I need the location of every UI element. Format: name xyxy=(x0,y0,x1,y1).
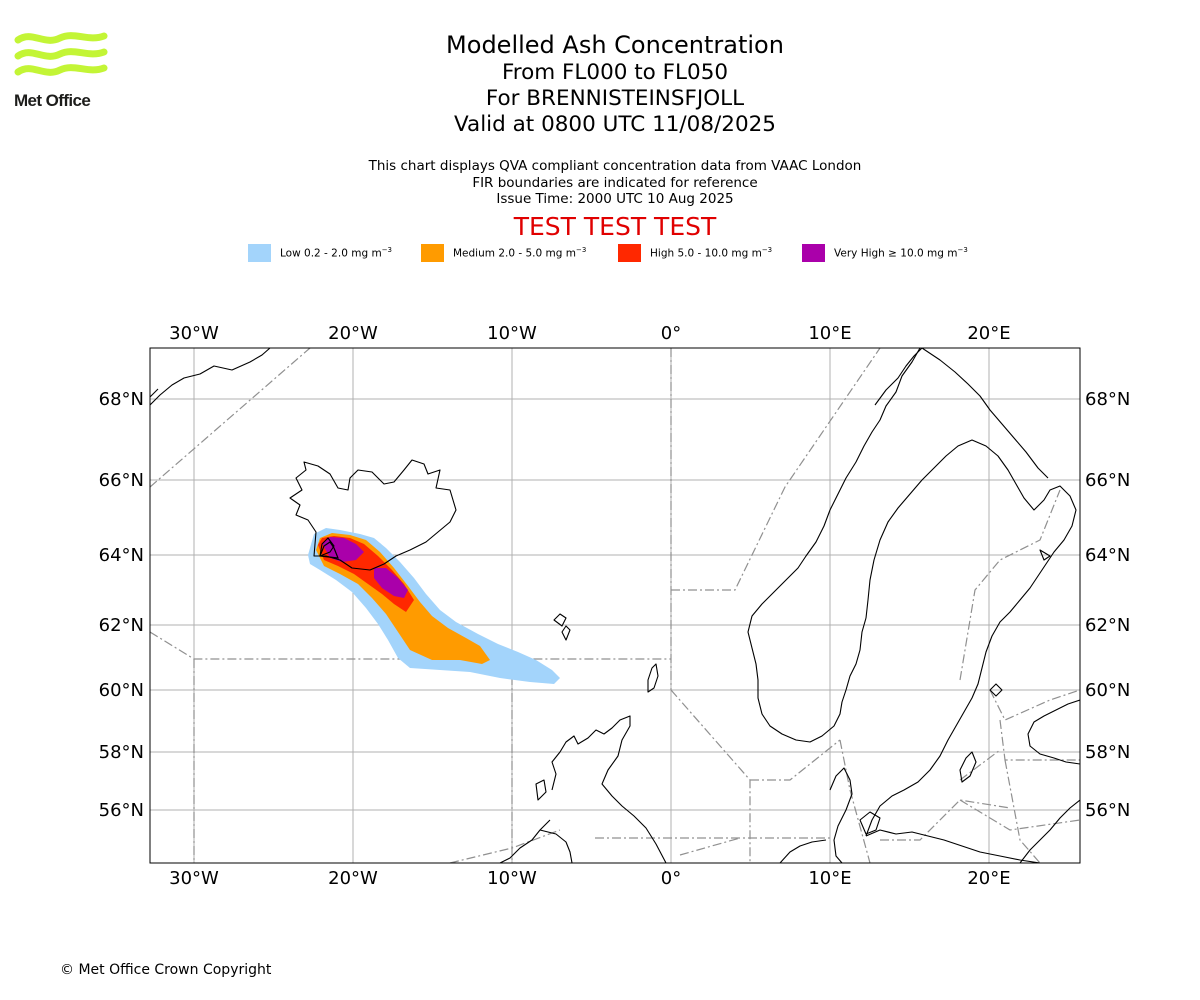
graticule xyxy=(150,348,1080,863)
legend-swatch-low xyxy=(248,244,271,262)
legend-swatch-very-high xyxy=(802,244,825,262)
lon-tick-bottom: 30°W xyxy=(169,868,219,889)
logo-text: Met Office xyxy=(14,91,91,110)
legend: Low 0.2 - 2.0 mg m−3 Medium 2.0 - 5.0 mg… xyxy=(0,244,1200,264)
lon-tick-top: 10°W xyxy=(487,323,537,344)
legend-item-low: Low 0.2 - 2.0 mg m−3 xyxy=(248,244,392,262)
unit-exponent: −3 xyxy=(381,246,393,255)
legend-swatch-medium xyxy=(421,244,444,262)
lat-tick-right: 68°N xyxy=(1085,389,1130,410)
note-qva: This chart displays QVA compliant concen… xyxy=(368,158,862,174)
fir-boundaries xyxy=(150,348,1080,863)
lat-tick-left: 62°N xyxy=(99,615,144,636)
test-banner: TEST TEST TEST xyxy=(513,212,717,241)
lat-tick-left: 66°N xyxy=(99,470,144,491)
met-office-logo: Met Office xyxy=(14,30,109,112)
lon-tick-bottom: 20°W xyxy=(328,868,378,889)
lat-tick-left: 56°N xyxy=(99,800,144,821)
legend-item-very-high: Very High ≥ 10.0 mg m−3 xyxy=(802,244,968,262)
legend-swatch-high xyxy=(618,244,641,262)
lat-tick-right: 56°N xyxy=(1085,800,1130,821)
chart-title-block: Modelled Ash Concentration From FL000 to… xyxy=(315,30,915,138)
volcano-name: For BRENNISTEINSFJOLL xyxy=(485,86,745,111)
lat-tick-right: 58°N xyxy=(1085,742,1130,763)
lon-tick-top: 30°W xyxy=(169,323,219,344)
valid-time: Valid at 0800 UTC 11/08/2025 xyxy=(453,112,776,137)
lat-tick-left: 60°N xyxy=(99,680,144,701)
lon-tick-top: 20°W xyxy=(328,323,378,344)
note-fir: FIR boundaries are indicated for referen… xyxy=(472,174,758,191)
lon-tick-bottom: 0° xyxy=(661,868,681,889)
lon-tick-bottom: 20°E xyxy=(967,868,1010,889)
flight-level-range: From FL000 to FL050 xyxy=(501,60,729,85)
note-issue-time: Issue Time: 2000 UTC 10 Aug 2025 xyxy=(496,191,734,207)
legend-label-very-high: Very High ≥ 10.0 mg m xyxy=(834,247,958,260)
coastlines xyxy=(150,348,1080,863)
lon-tick-top: 20°E xyxy=(967,323,1010,344)
unit-exponent: −3 xyxy=(761,246,773,255)
volcano-site-icon xyxy=(319,541,339,559)
lat-tick-right: 60°N xyxy=(1085,680,1130,701)
lat-tick-left: 64°N xyxy=(99,545,144,566)
lon-tick-top: 10°E xyxy=(808,323,851,344)
copyright: © Met Office Crown Copyright xyxy=(60,962,272,978)
legend-item-high: High 5.0 - 10.0 mg m−3 xyxy=(618,244,772,262)
ash-very-high-region xyxy=(374,568,408,598)
lon-tick-bottom: 10°E xyxy=(808,868,851,889)
lat-tick-right: 66°N xyxy=(1085,470,1130,491)
lat-tick-right: 62°N xyxy=(1085,615,1130,636)
chart-notes: This chart displays QVA compliant concen… xyxy=(315,158,915,208)
lon-tick-bottom: 10°W xyxy=(487,868,537,889)
lat-tick-left: 68°N xyxy=(99,389,144,410)
wave-logo-icon xyxy=(14,32,108,76)
lat-tick-left: 58°N xyxy=(99,742,144,763)
lon-tick-top: 0° xyxy=(661,323,681,344)
lat-tick-right: 64°N xyxy=(1085,545,1130,566)
legend-label-low: Low 0.2 - 2.0 mg m xyxy=(280,247,382,260)
legend-label-high: High 5.0 - 10.0 mg m xyxy=(650,247,762,260)
legend-label-medium: Medium 2.0 - 5.0 mg m xyxy=(453,247,576,260)
map-frame xyxy=(149,347,1081,864)
chart-title: Modelled Ash Concentration xyxy=(446,31,784,59)
unit-exponent: −3 xyxy=(575,246,587,255)
unit-exponent: −3 xyxy=(957,246,968,255)
legend-item-medium: Medium 2.0 - 5.0 mg m−3 xyxy=(421,244,586,262)
